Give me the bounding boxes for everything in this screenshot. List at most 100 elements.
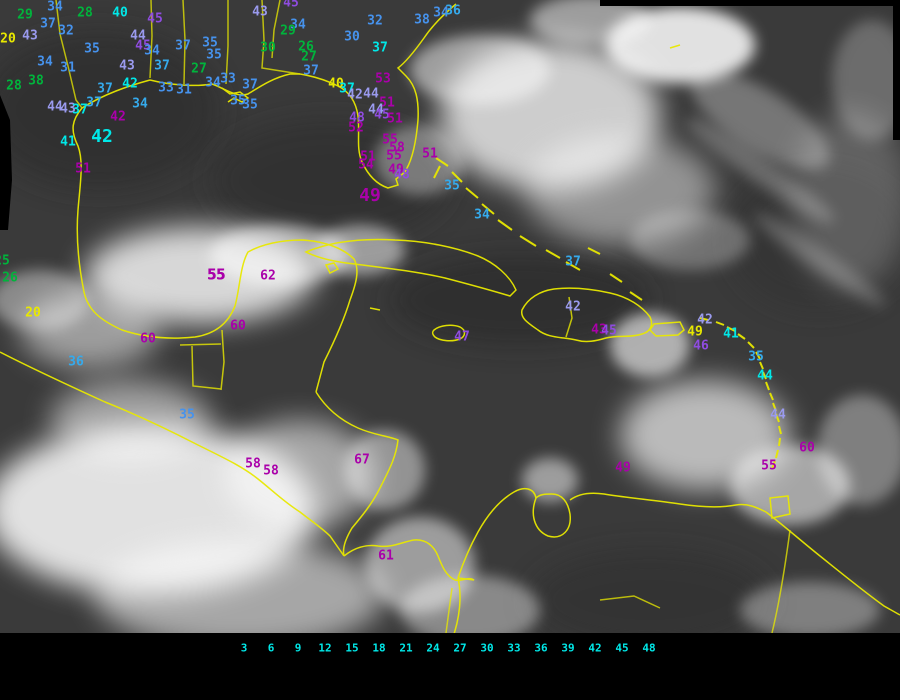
station-value: 49 — [359, 185, 381, 206]
station-value: 45 — [283, 0, 299, 11]
colorbar-tick-label: 45 — [615, 641, 629, 655]
station-value: 51 — [379, 95, 395, 111]
station-value: 37 — [175, 38, 191, 54]
station-value: 52 — [348, 120, 364, 136]
station-value: 37 — [40, 16, 56, 32]
station-value: 42 — [565, 299, 581, 315]
bright-cloud-regions — [0, 0, 900, 650]
colorbar-tick-label: 48 — [642, 641, 656, 655]
station-value: 34 — [47, 0, 63, 15]
station-value: 32 — [367, 13, 383, 29]
station-value: 51 — [75, 161, 91, 177]
station-value: 51 — [422, 146, 438, 162]
colorbar-tick-label: 21 — [399, 641, 413, 655]
station-value: 41 — [60, 134, 76, 150]
station-value: 35 — [206, 47, 222, 63]
station-value: 33 — [158, 80, 174, 96]
station-value: 27 — [301, 49, 317, 65]
station-value: 42 — [347, 87, 363, 103]
station-value: 31 — [176, 82, 192, 98]
colorbar-tick-label: 36 — [534, 641, 548, 655]
station-value: 43 — [60, 101, 76, 117]
station-value: 37 — [72, 102, 88, 118]
station-value: 55 — [206, 265, 226, 284]
station-value: 51 — [387, 111, 403, 127]
station-value: 37 — [339, 81, 355, 97]
station-value: 44 — [130, 28, 146, 44]
station-value: 34 — [132, 96, 148, 112]
station-value: 40 — [328, 76, 344, 92]
station-value: 62 — [260, 268, 276, 284]
station-value: 45 — [374, 107, 390, 123]
station-value: 36 — [68, 354, 84, 370]
colorbar-tick-label: 15 — [345, 641, 359, 655]
scan-edges — [0, 0, 900, 230]
station-value: 37 — [242, 77, 258, 93]
station-value: 44 — [770, 407, 786, 423]
station-values-layer: 29 34 28 40 45 43 45 34 29 30 20 43 37 32 35 44 45 34 37 35… — [0, 0, 815, 564]
station-value: 55 — [386, 148, 402, 164]
colorbar-tick-label: 12 — [318, 641, 332, 655]
station-value: 35 — [444, 178, 460, 194]
station-value: 33 — [220, 71, 236, 87]
station-value: 54 — [358, 157, 374, 173]
station-value: 60 — [230, 318, 246, 334]
colorbar-tick-label: 24 — [426, 641, 440, 655]
colorbar-tick-label: 33 — [507, 641, 521, 655]
station-value: 43 — [591, 322, 607, 338]
station-value: 37 — [97, 81, 113, 97]
station-value: 37 — [372, 40, 388, 56]
station-value: 49 — [687, 324, 703, 340]
station-value: 20 — [0, 31, 16, 47]
colorbar-tick-label: 18 — [372, 641, 386, 655]
station-value: 43 — [119, 58, 135, 74]
station-value: 29 — [17, 7, 33, 23]
station-value: 40 — [112, 5, 128, 21]
colorbar-tick-label: 42 — [588, 641, 602, 655]
station-value: 35 — [242, 97, 258, 113]
station-value: 41 — [723, 326, 739, 342]
station-value: 48 — [394, 167, 410, 183]
station-value: 42 — [91, 126, 113, 147]
station-value: 58 — [245, 456, 261, 472]
station-value: 61 — [378, 548, 394, 564]
station-value: 51 — [360, 149, 376, 165]
station-value: 60 — [799, 440, 815, 456]
station-value: 25 — [0, 253, 10, 269]
station-value: 38 — [28, 73, 44, 89]
colorbar-tick-label: 3 — [240, 641, 248, 655]
station-value: 31 — [60, 60, 76, 76]
station-value: 47 — [454, 329, 470, 345]
station-value: 45 — [147, 11, 163, 27]
station-value: 67 — [354, 452, 370, 468]
station-value: 44 — [363, 86, 379, 102]
colorbar-tick-label: 39 — [561, 641, 575, 655]
station-value: 32 — [58, 23, 74, 39]
station-value: 34 — [205, 75, 221, 91]
station-value: 46 — [693, 338, 709, 354]
station-value: 42 — [697, 312, 713, 328]
station-value: 42 — [122, 76, 138, 92]
station-value: 38 — [414, 12, 430, 28]
station-value: 36 — [445, 3, 461, 19]
station-value: 26 — [298, 39, 314, 55]
station-value: 43 — [22, 28, 38, 44]
station-value: 44 — [757, 368, 773, 384]
station-value: 49 — [388, 162, 404, 178]
station-value: 34 — [290, 17, 306, 33]
station-value: 53 — [375, 71, 391, 87]
colorbar-tick-label: 6 — [267, 641, 275, 655]
station-value: 35 — [202, 35, 218, 51]
station-value: 34 — [37, 54, 53, 70]
station-value: 35 — [179, 407, 195, 423]
station-value: 43 — [252, 4, 268, 20]
station-value: 60 — [140, 331, 156, 347]
station-value: 37 — [303, 63, 319, 79]
station-value: 45 — [135, 38, 151, 54]
station-value: 20 — [25, 305, 41, 321]
station-value: 44 — [368, 102, 384, 118]
station-value: 34 — [433, 5, 449, 21]
station-value: 27 — [191, 61, 207, 77]
station-value: 26 — [2, 270, 18, 286]
